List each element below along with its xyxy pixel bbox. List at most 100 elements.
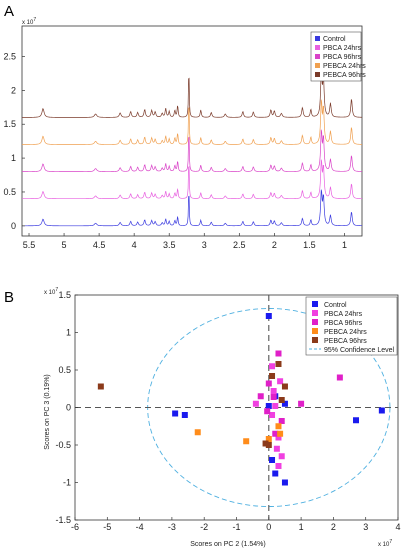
score-point <box>181 412 188 418</box>
score-point <box>272 470 279 477</box>
legend-swatch <box>315 45 320 50</box>
legend-swatch <box>312 319 318 325</box>
y-tick-label: -1.5 <box>55 515 71 525</box>
score-point <box>272 403 279 409</box>
x-tick-label: 5 <box>62 240 67 250</box>
x-tick-label: 4 <box>395 522 400 532</box>
x-tick-label: 0 <box>266 522 271 532</box>
legend-entry: PEBCA 96hrs <box>324 338 367 345</box>
score-point <box>275 423 282 430</box>
legend-swatch <box>315 36 320 41</box>
score-point <box>265 436 272 442</box>
legend-box <box>305 296 398 356</box>
legend-swatch <box>315 54 320 59</box>
panel-b-letter: B <box>4 289 14 306</box>
x-tick-label: 4 <box>132 240 137 250</box>
score-point <box>269 457 276 463</box>
score-point <box>265 380 272 387</box>
score-point <box>270 394 277 400</box>
score-point <box>273 445 280 452</box>
score-point <box>378 407 385 414</box>
y-tick-label: 0 <box>11 221 16 231</box>
x-tick-label: -6 <box>71 522 79 532</box>
score-point <box>281 383 288 390</box>
legend-entry: 95% Confidence Level <box>324 347 394 354</box>
spectrum-line <box>22 129 363 172</box>
score-point <box>278 453 285 460</box>
score-point <box>265 442 272 448</box>
score-point <box>257 393 264 400</box>
panel-b-y-axis-label: Scores on PC 3 (0.19%) <box>44 374 51 449</box>
legend-swatch <box>315 72 320 77</box>
x-tick-label: 2 <box>272 240 277 250</box>
score-point <box>243 438 250 445</box>
score-point <box>275 463 282 469</box>
legend-entry: PBCA 24hrs <box>323 45 362 52</box>
legend-swatch <box>312 301 318 307</box>
legend-entry: Control <box>324 302 347 309</box>
score-point <box>275 434 282 441</box>
legend-entry: Control <box>323 36 346 43</box>
x-tick-label: 5.5 <box>23 240 36 250</box>
score-point <box>277 378 284 385</box>
panel-b-x-ticks: -6 -5 -4 -3 -2 -1 0 1 2 3 4 <box>71 517 401 532</box>
panel-a-y-ticks: 0 0.5 1 1.5 2 2.5 <box>3 51 25 231</box>
y-tick-label: -0.5 <box>55 440 71 450</box>
y-tick-label: -1 <box>63 478 71 488</box>
score-point <box>272 430 279 437</box>
x-tick-label: 1 <box>342 240 347 250</box>
y-tick-label: 0 <box>66 403 71 413</box>
score-point <box>277 430 284 437</box>
x-tick-label: 4.5 <box>93 240 106 250</box>
score-point <box>97 383 104 390</box>
y-tick-label: 2.5 <box>3 51 16 61</box>
spectrum-line <box>22 189 363 227</box>
panel-b-y-exponent: x 107 <box>44 287 58 296</box>
legend-swatch <box>312 328 318 334</box>
legend-entry: PBCA 96hrs <box>323 54 362 61</box>
legend-swatch <box>312 310 318 316</box>
score-point <box>281 400 288 407</box>
x-tick-label: 1 <box>299 522 304 532</box>
score-point <box>353 417 360 424</box>
panel-a-legend: Control PBCA 24hrs PBCA 96hrs PEBCA 24hrs PE… <box>310 31 366 82</box>
y-tick-label: 1 <box>11 153 16 163</box>
y-tick-label: 0.5 <box>3 187 16 197</box>
panel-b-x-exponent: x 107 <box>378 539 392 548</box>
panel-b-scores-chart: -6 -5 -4 -3 -2 -1 0 1 2 3 4 -1.5 -1 -0.5 0 0.5 1 1.5 x 1… <box>44 287 401 548</box>
score-point <box>265 403 272 409</box>
x-tick-label: 3 <box>202 240 207 250</box>
score-point <box>269 412 276 418</box>
score-point <box>270 388 277 394</box>
x-tick-label: -5 <box>103 522 111 532</box>
panel-a-x-ticks: 5.5 5 4.5 4 3.5 3 2.5 2 1.5 1 <box>23 233 347 250</box>
x-tick-label: -4 <box>136 522 144 532</box>
legend-entry: PEBCA 96hrs <box>323 72 366 79</box>
y-tick-label: 1.5 <box>3 119 16 129</box>
panel-a-spectra-chart: 5.5 5 4.5 4 3.5 3 2.5 2 1.5 1 00.511.522.5 x 107 … <box>3 17 366 250</box>
panel-b-legend: Control PBCA 24hrs PBCA 96hrs PEBCA 24hrs PE… <box>305 296 398 356</box>
y-tick-label: 2 <box>11 85 16 95</box>
x-tick-label: 2.5 <box>233 240 246 250</box>
score-point <box>275 361 282 367</box>
x-tick-label: -1 <box>232 522 240 532</box>
score-point <box>252 400 259 407</box>
score-point <box>275 350 282 357</box>
spectrum-line <box>22 69 363 118</box>
panel-a-plot-frame <box>21 25 363 237</box>
x-tick-label: 3 <box>363 522 368 532</box>
panel-a-letter: A <box>4 3 14 20</box>
panel-b-y-ticks: -1.5 -1 -0.5 0 0.5 1 1.5 <box>55 290 78 525</box>
score-point <box>278 418 285 424</box>
x-tick-label: 2 <box>331 522 336 532</box>
score-point <box>265 313 272 319</box>
legend-entry: PEBCA 24hrs <box>324 329 367 336</box>
score-point <box>264 408 271 415</box>
score-point <box>298 400 305 407</box>
score-point <box>278 397 285 403</box>
x-tick-label: 3.5 <box>163 240 176 250</box>
y-tick-label: 1.5 <box>58 290 71 300</box>
x-tick-label: 1.5 <box>303 240 316 250</box>
score-point <box>336 374 343 381</box>
